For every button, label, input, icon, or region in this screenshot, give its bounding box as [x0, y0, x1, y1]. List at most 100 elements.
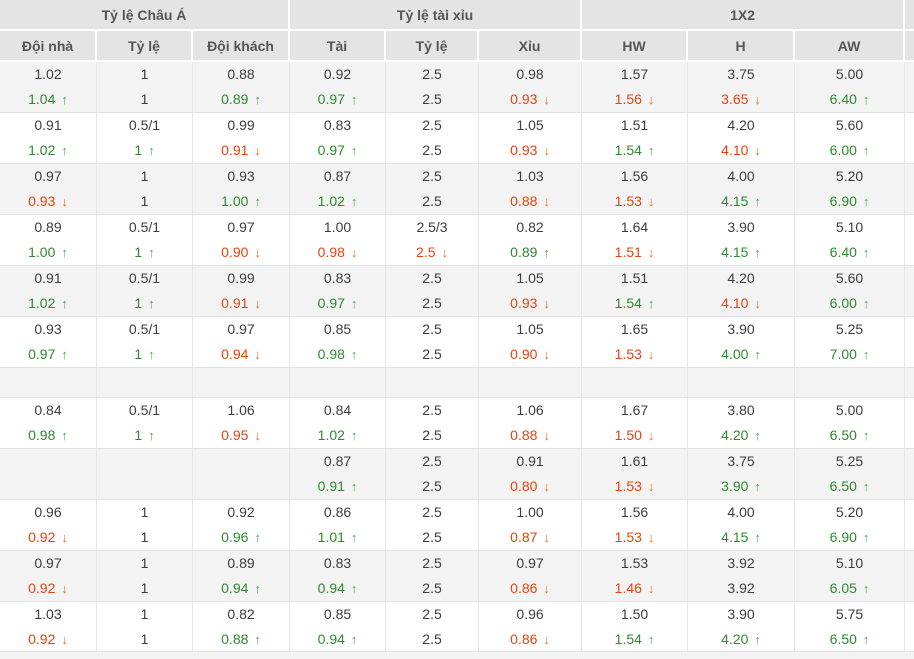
odds-value: 1 [140, 555, 149, 571]
odds-value: 3.90 [727, 321, 755, 337]
up-arrow-icon: ↑ [350, 194, 358, 209]
odds-line-open: 1.51 [582, 266, 687, 291]
odds-value: 4.15 [721, 244, 749, 260]
odds-value: 0.97 [227, 321, 255, 337]
down-arrow-icon: ↓ [647, 530, 655, 545]
odds-line-current: 1.01 ↑ [290, 525, 385, 550]
odds-line-current: 0.88 ↓ [479, 189, 581, 214]
odds-line-open: 0.84 [290, 398, 385, 423]
odds-line-open: 1 [97, 500, 192, 525]
up-arrow-icon: ↑ [350, 347, 358, 362]
odds-cell: 5.20 6.90 ↑ [795, 500, 906, 551]
odds-line-open: 4.00 [688, 500, 794, 525]
odds-cell: 2.5/3 2.5 ↓ [386, 215, 480, 266]
down-arrow-icon: ↓ [254, 347, 261, 362]
odds-table-body: 1.02 1.04 ↑ 1 1 0.88 0.89 ↑ 0.92 0.97 ↑ 2.5 2.5 0.98 0… [0, 62, 914, 653]
odds-value: 1 [140, 193, 149, 209]
up-arrow-icon: ↑ [61, 296, 68, 311]
odds-line-current: 6.00 ↑ [795, 291, 904, 316]
odds-value: 1.03 [516, 168, 544, 184]
odds-value: 0.88 [510, 427, 538, 443]
odds-line-current: 0.93 ↓ [0, 189, 96, 214]
odds-line-current: 0.91 ↓ [193, 291, 289, 316]
odds-cell: 1.00 0.87 ↓ [479, 500, 583, 551]
odds-line-current: 1.04 ↑ [0, 87, 96, 112]
up-arrow-icon: ↑ [148, 347, 155, 362]
odds-line-open: 0.99 [193, 113, 289, 138]
down-arrow-icon: ↓ [543, 296, 550, 311]
odds-value: 1.02 [317, 193, 345, 209]
odds-value: 1.00 [516, 504, 544, 520]
col-header-h: H [688, 31, 796, 62]
odds-value: 1.01 [317, 529, 345, 545]
odds-cell: 0.99 0.91 ↓ [193, 113, 291, 164]
odds-value: 0.5/1 [128, 402, 161, 418]
odds-value: 0.97 [28, 346, 56, 362]
odds-line-current: 1 ↑ [97, 342, 192, 367]
odds-cell: 0.82 0.88 ↑ [193, 602, 291, 653]
odds-cell: 0.99 0.91 ↓ [193, 266, 291, 317]
odds-cell: 1.02 1.04 ↑ [0, 62, 97, 113]
odds-line-open: 0.93 [0, 317, 96, 342]
odds-value: 0.89 [34, 219, 62, 235]
odds-value: 0.83 [323, 555, 352, 571]
odds-line-current: 0.93 ↓ [479, 87, 581, 112]
up-arrow-icon: ↑ [543, 245, 550, 260]
odds-line-open: 0.5/1 [97, 398, 192, 423]
odds-value: 3.65 [721, 91, 749, 107]
odds-value: 0.85 [323, 321, 352, 337]
overflow-cell [905, 500, 914, 551]
odds-line-open: 1.05 [479, 113, 581, 138]
down-arrow-icon: ↓ [543, 92, 550, 107]
odds-cell: 1.67 1.50 ↓ [582, 398, 689, 449]
odds-value: 1.50 [614, 427, 642, 443]
up-arrow-icon: ↑ [350, 479, 358, 494]
odds-value: 0.94 [221, 580, 249, 596]
spacer-cell [290, 368, 387, 398]
odds-cell: 0.92 0.96 ↑ [193, 500, 291, 551]
odds-cell: 1.06 0.95 ↓ [193, 398, 291, 449]
odds-value: 0.99 [227, 270, 255, 286]
odds-value: 1 [140, 66, 149, 82]
odds-cell: 0.83 0.97 ↑ [290, 266, 387, 317]
odds-line-current: 3.90 ↑ [688, 474, 794, 499]
odds-value: 2.5 [422, 66, 442, 82]
odds-line-open: 3.90 [688, 602, 794, 627]
up-arrow-icon: ↑ [148, 245, 155, 260]
odds-value: 4.00 [721, 346, 749, 362]
odds-value: 6.05 [829, 580, 857, 596]
odds-value: 1 [140, 168, 149, 184]
odds-value: 0.87 [510, 529, 538, 545]
odds-line-open: 1.02 [0, 62, 96, 87]
odds-value: 1.06 [516, 402, 544, 418]
down-arrow-icon: ↓ [543, 581, 550, 596]
odds-cell: 0.93 1.00 ↑ [193, 164, 291, 215]
odds-cell: 5.75 6.50 ↑ [795, 602, 906, 653]
down-arrow-icon: ↓ [61, 530, 68, 545]
col-header-ou-ratio: Tỷ lệ [386, 31, 480, 62]
odds-line-current: 0.96 ↑ [193, 525, 289, 550]
spacer-cell [97, 368, 193, 398]
odds-line-open: 1.51 [582, 113, 687, 138]
odds-line-open: 5.60 [795, 113, 904, 138]
up-arrow-icon: ↑ [862, 479, 870, 494]
odds-cell: 1.53 1.46 ↓ [582, 551, 689, 602]
odds-value: 2.5 [422, 142, 442, 158]
up-arrow-icon: ↑ [754, 347, 761, 362]
odds-row: 1.03 0.92 ↓ 1 1 0.82 0.88 ↑ 0.85 0.94 ↑ 2.5 2.5 0.96 0… [0, 602, 914, 653]
odds-line-open: 1.05 [479, 266, 581, 291]
odds-line-open: 5.10 [795, 551, 904, 576]
odds-value: 1.54 [614, 295, 642, 311]
odds-line-open: 2.5 [386, 317, 478, 342]
down-arrow-icon: ↓ [647, 428, 655, 443]
up-arrow-icon: ↑ [647, 296, 655, 311]
odds-line-current: 0.97 ↑ [290, 138, 385, 163]
odds-value: 1.06 [227, 402, 255, 418]
odds-line-current: 0.93 ↓ [479, 291, 581, 316]
up-arrow-icon: ↑ [61, 428, 68, 443]
odds-value: 0.92 [227, 504, 255, 520]
odds-value: 0.93 [510, 142, 538, 158]
odds-cell: 1.50 1.54 ↑ [582, 602, 689, 653]
